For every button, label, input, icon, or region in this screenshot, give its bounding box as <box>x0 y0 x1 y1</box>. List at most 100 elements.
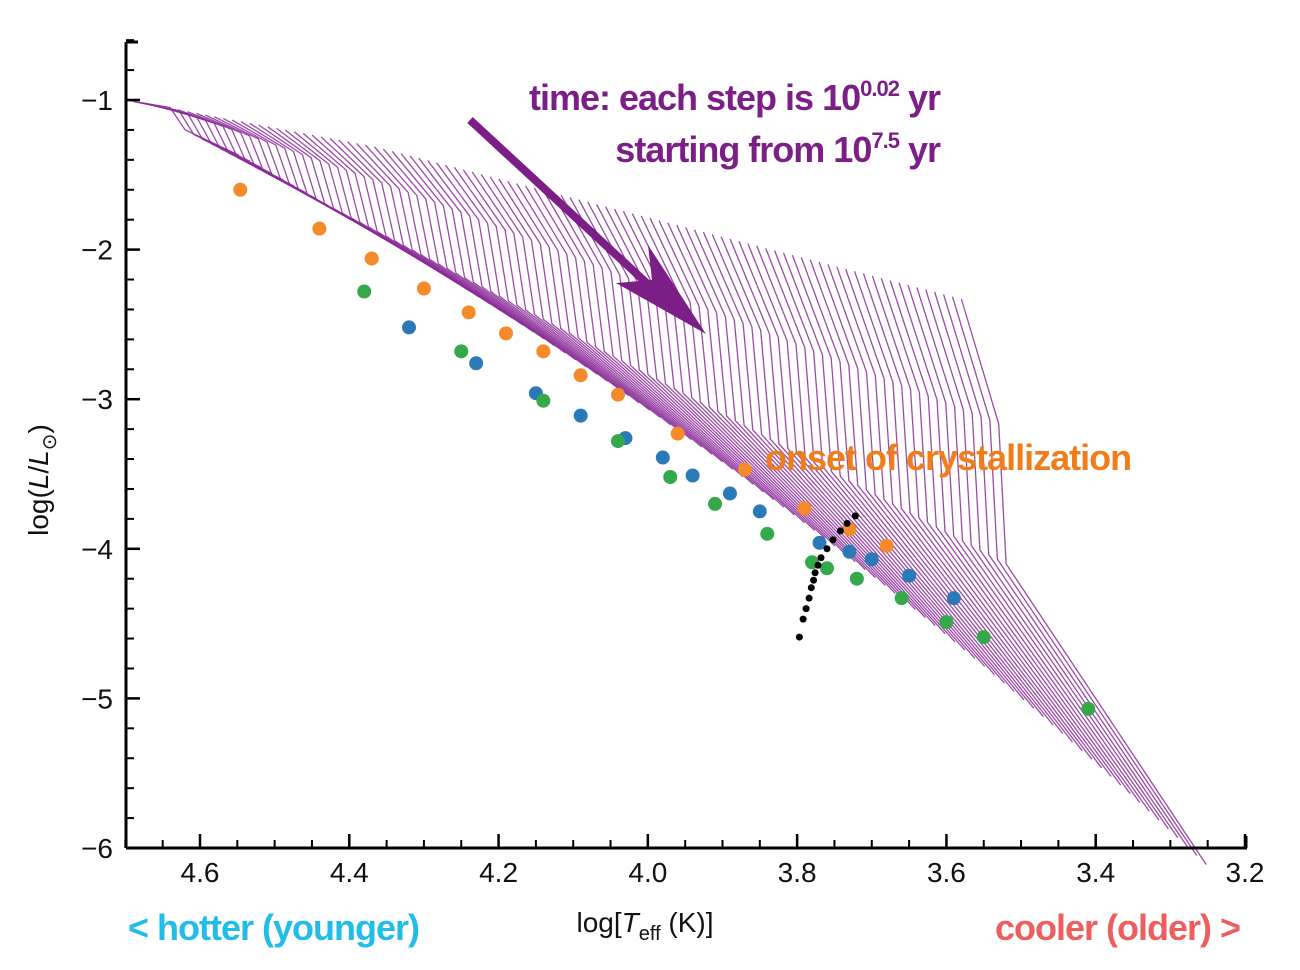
cooling-track <box>151 104 273 175</box>
blue-point <box>573 408 588 423</box>
cooling-track <box>480 174 671 426</box>
x-tick-label: 3.2 <box>1226 857 1265 888</box>
x-tick-label: 4.6 <box>181 857 220 888</box>
x-axis-title: log[Teff (K)] <box>576 907 713 945</box>
cooling-tracks <box>125 99 1207 865</box>
blue-point <box>402 320 416 335</box>
x-tick-label: 4.2 <box>479 857 518 888</box>
cooling-track <box>284 129 438 272</box>
orange-point <box>536 344 551 359</box>
cooling-track <box>942 294 1188 847</box>
green-point <box>454 344 469 359</box>
y-tick-label: −4 <box>81 534 113 565</box>
cooling-track <box>507 180 703 448</box>
x-tick-label: 3.4 <box>1076 857 1115 888</box>
cooling-track <box>409 155 587 368</box>
cooling-track <box>729 238 956 643</box>
blue-point <box>902 568 917 583</box>
cooling-track <box>347 141 513 319</box>
green-point <box>760 526 775 541</box>
crystallization-point <box>814 561 822 569</box>
cooling-track <box>667 222 886 586</box>
cooling-track <box>471 171 661 418</box>
cooling-track <box>765 247 995 676</box>
time-annotation-line1: time: each step is 100.02 yr <box>529 76 941 118</box>
cooling-track <box>444 164 630 397</box>
cooling-track <box>498 178 692 441</box>
cooling-track <box>951 296 1198 856</box>
blue-point <box>752 504 767 519</box>
cooler-label: cooler (older) > <box>995 907 1240 948</box>
green-point <box>894 591 909 606</box>
cooling-track <box>800 257 1035 709</box>
cooling-track <box>827 264 1064 735</box>
crystallization-point <box>795 633 803 641</box>
cooling-track <box>302 132 459 285</box>
cooling-track <box>125 99 240 156</box>
cooling-track <box>693 229 916 610</box>
cooling-track <box>622 211 836 547</box>
cooling-track <box>818 261 1054 726</box>
cooling-track <box>934 291 1179 839</box>
orange-point <box>611 387 625 402</box>
cooling-track <box>356 142 524 326</box>
orange-point <box>573 368 588 383</box>
cooling-track <box>365 144 534 333</box>
blue-point <box>722 486 737 501</box>
cooling-track <box>685 227 906 602</box>
cooling-track <box>605 206 816 531</box>
cooling-track <box>747 243 976 659</box>
orange-point <box>670 426 685 441</box>
blue-point <box>655 450 670 465</box>
cooling-track <box>613 208 826 539</box>
orange-point <box>312 221 327 236</box>
crystallization-point <box>836 527 844 535</box>
cooling-track <box>489 176 682 433</box>
cooling-track <box>453 167 640 404</box>
crystallization-point <box>829 536 837 544</box>
time-arrow-icon <box>467 117 706 334</box>
crystallization-point <box>799 615 807 623</box>
blue-point <box>864 552 879 567</box>
cooling-track <box>916 287 1160 821</box>
cooling-track <box>925 289 1169 830</box>
crystallization-point <box>805 594 813 602</box>
green-point <box>663 469 678 484</box>
time-annotation-line2: starting from 107.5 yr <box>615 128 941 170</box>
crystallization-point <box>817 554 825 562</box>
cooling-track <box>853 271 1093 760</box>
cooling-track <box>533 187 734 470</box>
orange-point <box>364 251 379 266</box>
crystallization-point <box>802 605 810 613</box>
cooling-track <box>676 224 896 594</box>
y-tick-label: −5 <box>81 683 113 714</box>
x-tick-label: 3.6 <box>927 857 966 888</box>
green-point <box>849 571 864 586</box>
crystallization-point <box>823 545 831 553</box>
green-point <box>357 284 372 299</box>
cooling-track <box>160 106 284 181</box>
orange-point <box>499 326 514 341</box>
blue-point <box>469 356 484 371</box>
ticks: 4.6 4.4 4.2 4.0 3.8 3.6 3.4 3.2 −1 −2 −3 −4 −5 −6 <box>81 39 1265 888</box>
x-tick-label: 4.0 <box>628 857 667 888</box>
cooling-track <box>907 284 1150 812</box>
cooling-track <box>640 215 856 563</box>
blue-point <box>842 544 857 559</box>
orange-point <box>461 305 476 320</box>
cooling-track <box>462 169 651 411</box>
green-point <box>820 561 834 576</box>
orange-point <box>879 538 894 553</box>
crystallization-point <box>851 512 859 520</box>
green-point <box>1081 701 1096 716</box>
cooling-track <box>649 217 866 570</box>
green-point <box>611 434 625 449</box>
orange-point <box>233 182 248 197</box>
cooling-track <box>791 254 1025 701</box>
cooling-track <box>836 266 1074 743</box>
y-tick-label: −1 <box>81 85 113 116</box>
cooling-track <box>391 150 566 354</box>
cooling-track <box>782 252 1015 692</box>
blue-point <box>946 591 961 606</box>
